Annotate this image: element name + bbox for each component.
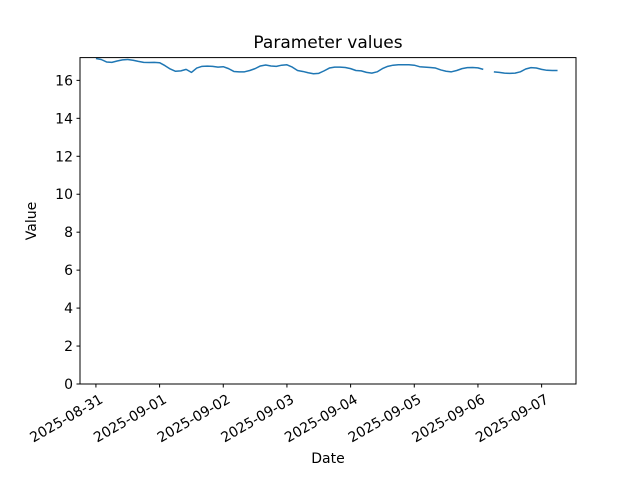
y-tick-label: 14	[55, 111, 73, 127]
y-tick-label: 2	[64, 339, 73, 355]
x-tick-label: 2025-09-07	[473, 392, 551, 447]
y-tick-label: 6	[64, 263, 73, 279]
y-tick-label: 4	[64, 301, 73, 317]
y-tick-label: 16	[55, 73, 73, 89]
y-tick-label: 12	[55, 149, 73, 165]
data-series-line	[95, 57, 558, 75]
y-axis-label: Value	[24, 202, 40, 240]
plot-area: 02468101214162025-08-312025-09-012025-09…	[27, 57, 577, 447]
y-tick-label: 10	[55, 187, 73, 203]
axes-spines	[79, 57, 577, 385]
y-tick-label: 8	[64, 225, 73, 241]
x-axis-label: Date	[311, 451, 344, 467]
y-tick-label: 0	[64, 377, 73, 393]
chart-title: Parameter values	[253, 33, 402, 53]
